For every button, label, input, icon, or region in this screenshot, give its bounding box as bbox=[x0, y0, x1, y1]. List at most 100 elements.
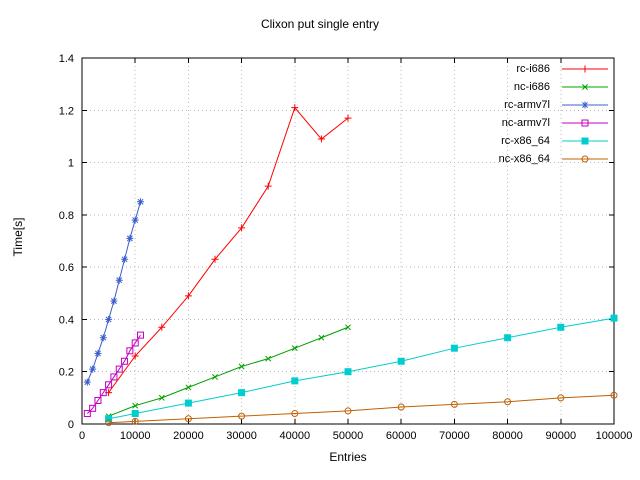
legend-label: rc-armv7l bbox=[504, 99, 550, 111]
x-tick-label: 90000 bbox=[546, 430, 577, 442]
marker-square-open bbox=[115, 365, 123, 373]
marker-circle-open bbox=[610, 391, 618, 399]
x-tick-label: 70000 bbox=[439, 430, 470, 442]
y-tick-label: 0 bbox=[68, 419, 74, 431]
marker-cross bbox=[291, 345, 298, 352]
marker-cross bbox=[318, 334, 325, 341]
y-tick-label: 1.2 bbox=[59, 105, 74, 117]
marker-cross bbox=[185, 384, 192, 391]
marker-circle-open bbox=[291, 410, 299, 418]
marker-asterisk bbox=[581, 101, 589, 109]
marker-square-filled bbox=[184, 399, 192, 407]
marker-circle-open bbox=[344, 407, 352, 415]
marker-square-open bbox=[94, 396, 102, 404]
marker-square-filled bbox=[397, 357, 405, 365]
marker-asterisk bbox=[126, 234, 134, 242]
x-tick-label: 0 bbox=[79, 430, 85, 442]
legend-label: rc-x86_64 bbox=[501, 135, 550, 147]
marker-asterisk bbox=[137, 198, 145, 206]
marker-cross bbox=[582, 84, 588, 90]
marker-plus bbox=[184, 292, 192, 300]
y-tick-label: 1.4 bbox=[59, 53, 74, 65]
legend-sample bbox=[562, 84, 608, 90]
marker-square-open bbox=[581, 119, 589, 127]
legend-item-rc-armv7l: rc-armv7l bbox=[499, 96, 610, 114]
marker-square-open bbox=[121, 357, 129, 365]
marker-asterisk bbox=[131, 216, 139, 224]
marker-square-filled bbox=[105, 415, 113, 423]
marker-square-open bbox=[137, 331, 145, 339]
legend-sample bbox=[562, 119, 608, 127]
marker-square-filled bbox=[291, 377, 299, 385]
legend-sample bbox=[562, 65, 608, 73]
x-tick-label: 60000 bbox=[386, 430, 417, 442]
marker-cross bbox=[132, 402, 139, 409]
marker-asterisk bbox=[115, 276, 123, 284]
legend-label: nc-i686 bbox=[513, 81, 550, 93]
marker-square-open bbox=[99, 389, 107, 397]
marker-plus bbox=[264, 182, 272, 190]
legend-sample bbox=[562, 137, 608, 145]
series-line-rc-x86_64 bbox=[108, 317, 615, 420]
y-tick-label: 1 bbox=[68, 158, 74, 170]
series-line-rc-i686 bbox=[108, 106, 349, 393]
legend-item-nc-i686: nc-i686 bbox=[499, 78, 610, 96]
marker-asterisk bbox=[83, 378, 91, 386]
x-tick-label: 40000 bbox=[280, 430, 311, 442]
legend-label: nc-x86_64 bbox=[498, 153, 550, 165]
marker-cross bbox=[265, 355, 272, 362]
marker-square-filled bbox=[557, 323, 565, 331]
marker-circle-open bbox=[450, 400, 458, 408]
marker-square-filled bbox=[131, 410, 139, 418]
marker-square-filled bbox=[450, 344, 458, 352]
legend-item-nc-x86_64: nc-x86_64 bbox=[499, 150, 610, 168]
x-tick-label: 100000 bbox=[596, 430, 633, 442]
x-tick-label: 50000 bbox=[333, 430, 364, 442]
y-tick-label: 0.2 bbox=[59, 367, 74, 379]
marker-plus bbox=[344, 114, 352, 122]
marker-asterisk bbox=[89, 365, 97, 373]
marker-plus bbox=[238, 224, 246, 232]
marker-circle-open bbox=[238, 412, 246, 420]
x-tick-label: 30000 bbox=[226, 430, 257, 442]
marker-asterisk bbox=[121, 255, 129, 263]
y-tick-label: 0.8 bbox=[59, 210, 74, 222]
marker-square-open bbox=[126, 347, 134, 355]
y-tick-label: 0.4 bbox=[59, 314, 74, 326]
marker-plus bbox=[581, 65, 589, 73]
marker-circle-open bbox=[131, 417, 139, 425]
marker-plus bbox=[131, 352, 139, 360]
series-line-rc-armv7l bbox=[86, 201, 142, 383]
marker-square-filled bbox=[504, 334, 512, 342]
legend-sample bbox=[562, 101, 608, 109]
legend-label: rc-i686 bbox=[516, 63, 550, 75]
marker-cross bbox=[158, 394, 165, 401]
x-tick-label: 10000 bbox=[120, 430, 151, 442]
x-tick-label: 80000 bbox=[492, 430, 523, 442]
marker-plus bbox=[211, 255, 219, 263]
marker-asterisk bbox=[94, 349, 102, 357]
legend-item-rc-x86_64: rc-x86_64 bbox=[499, 132, 610, 150]
marker-asterisk bbox=[99, 334, 107, 342]
marker-circle-open bbox=[557, 394, 565, 402]
marker-square-filled bbox=[610, 314, 618, 322]
series-line-nc-i686 bbox=[108, 326, 349, 417]
marker-cross bbox=[212, 373, 218, 380]
legend-sample bbox=[562, 155, 608, 163]
legend-item-nc-armv7l: nc-armv7l bbox=[499, 114, 610, 132]
marker-square-open bbox=[89, 404, 97, 412]
marker-plus bbox=[291, 104, 299, 112]
marker-square-filled bbox=[238, 389, 246, 397]
marker-circle-open bbox=[105, 419, 113, 427]
marker-circle-open bbox=[184, 415, 192, 423]
marker-cross bbox=[345, 324, 351, 331]
marker-circle-open bbox=[581, 155, 589, 163]
x-axis-label: Entries bbox=[329, 450, 367, 464]
marker-circle-open bbox=[397, 403, 405, 411]
marker-square-filled bbox=[581, 137, 589, 145]
x-tick-label: 20000 bbox=[173, 430, 204, 442]
marker-cross bbox=[238, 363, 245, 370]
marker-square-open bbox=[131, 339, 139, 347]
